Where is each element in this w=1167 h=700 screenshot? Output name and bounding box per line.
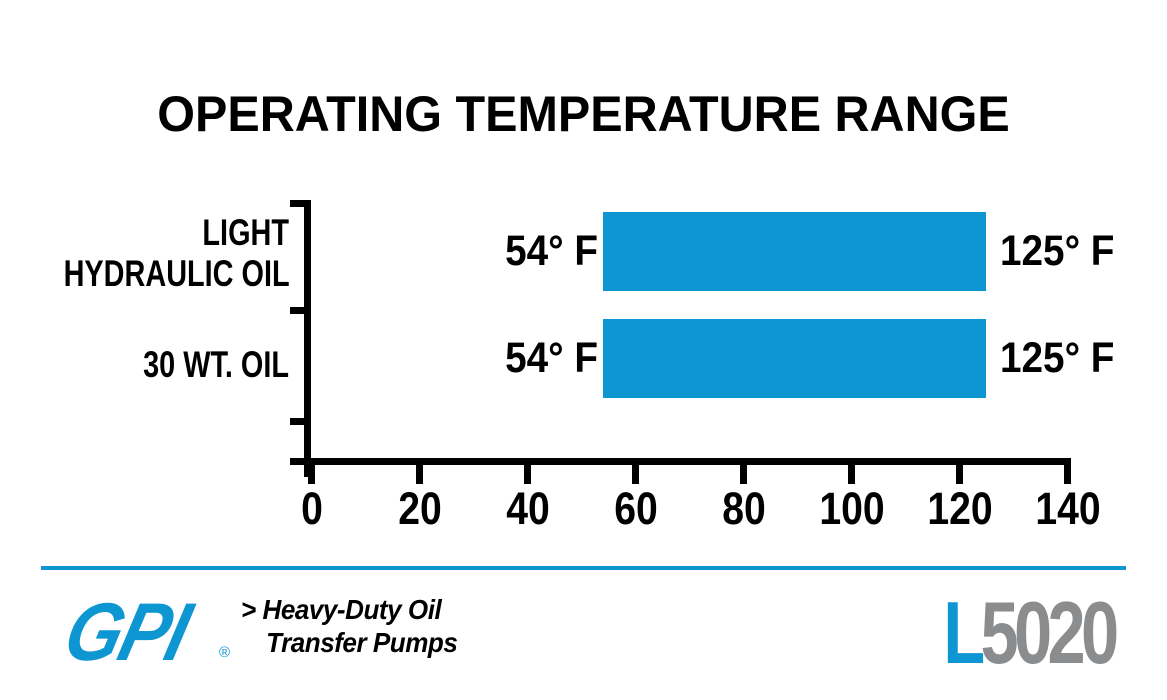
model-number: L5020 — [944, 589, 1120, 677]
x-axis-line — [290, 458, 1071, 465]
bar-max-label: 125° F — [999, 227, 1114, 275]
category-label: LIGHT HYDRAULIC OIL — [63, 212, 290, 294]
category-label: 30 WT. OIL — [143, 344, 289, 385]
x-axis-tick-label: 0 — [300, 483, 323, 534]
arrow-icon: > — [241, 594, 256, 625]
x-axis-tick — [416, 458, 423, 484]
footer-divider — [41, 566, 1126, 570]
bar-min-label: 54° F — [505, 227, 599, 275]
bar-max-label: 125° F — [999, 334, 1114, 382]
gpi-logo: GPI ® — [56, 587, 247, 678]
x-axis-tick — [848, 458, 855, 484]
x-axis-tick — [1064, 458, 1071, 484]
x-axis-tick-label: 40 — [505, 483, 550, 534]
x-axis-tick — [308, 458, 315, 484]
tagline-line-1: > Heavy-Duty Oil — [241, 594, 442, 625]
model-digits: 5020 — [981, 583, 1120, 682]
x-axis-tick — [740, 458, 747, 484]
range-bar — [603, 318, 987, 398]
y-axis-tick — [290, 200, 307, 207]
x-axis-tick-label: 120 — [926, 483, 993, 534]
tagline-line-2: Transfer Pumps — [266, 627, 458, 658]
registered-trademark-icon: ® — [219, 644, 231, 661]
range-bar — [603, 211, 987, 291]
x-axis-tick-label: 60 — [613, 483, 658, 534]
x-axis-tick-label: 80 — [721, 483, 766, 534]
chart-title: OPERATING TEMPERATURE RANGE — [157, 86, 1010, 142]
x-axis-tick — [524, 458, 531, 484]
product-tagline: > Heavy-Duty Oil Transfer Pumps — [241, 593, 458, 659]
y-axis-tick — [290, 418, 307, 425]
y-axis-tick — [290, 307, 307, 314]
bar-min-label: 54° F — [505, 334, 599, 382]
x-axis-tick-label: 100 — [818, 483, 885, 534]
x-axis-tick — [956, 458, 963, 484]
model-prefix: L — [943, 583, 986, 682]
x-axis-tick-label: 140 — [1034, 483, 1101, 534]
x-axis-tick-label: 20 — [397, 483, 442, 534]
y-axis-line — [304, 200, 311, 477]
x-axis-tick — [632, 458, 639, 484]
gpi-logo-text: GPI — [56, 587, 198, 678]
